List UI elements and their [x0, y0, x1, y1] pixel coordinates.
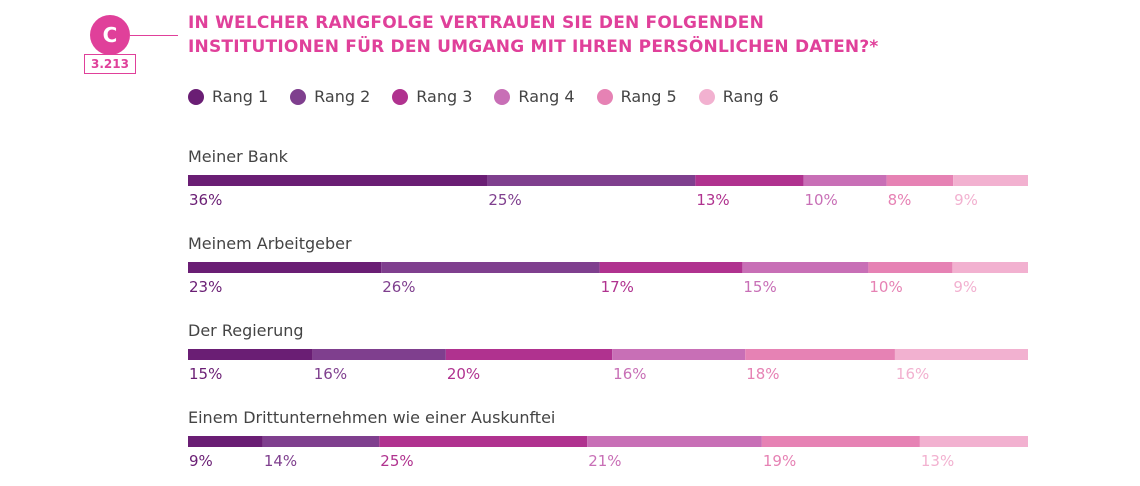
category-label: Meinem Arbeitgeber	[188, 234, 352, 253]
bar-segment	[379, 436, 588, 447]
data-label: 36%	[189, 191, 222, 209]
bar-segment	[612, 349, 746, 360]
data-label: 13%	[921, 452, 954, 470]
legend-label: Rang 6	[722, 87, 779, 106]
bar-segment	[745, 349, 895, 360]
data-label: 9%	[953, 278, 977, 296]
bar-segment	[742, 262, 869, 273]
data-label: 15%	[743, 278, 776, 296]
data-label: 25%	[380, 452, 413, 470]
data-label: 19%	[763, 452, 796, 470]
legend-swatch	[188, 88, 204, 105]
data-label: 21%	[588, 452, 621, 470]
legend-swatch	[698, 88, 715, 105]
data-label: 10%	[804, 191, 837, 209]
legend-swatch	[596, 88, 613, 105]
chart-title-line-1: IN WELCHER RANGFOLGE VERTRAUEN SIE DEN F…	[188, 13, 764, 33]
legend-label: Rang 1	[212, 87, 269, 106]
category-label: Meiner Bank	[188, 147, 289, 166]
data-label: 16%	[896, 365, 929, 383]
bar-segment	[919, 436, 1028, 447]
badge-number: 3.213	[84, 54, 136, 74]
bar-segment	[262, 436, 380, 447]
category-label: Der Regierung	[188, 321, 304, 340]
data-label: 14%	[264, 452, 297, 470]
legend-label: Rang 5	[620, 87, 677, 106]
legend-item-rang-1: Rang 1	[188, 87, 268, 106]
bar-segment	[587, 436, 762, 447]
data-label: 23%	[189, 278, 222, 296]
bar-segment	[695, 175, 804, 186]
data-label: 9%	[954, 191, 978, 209]
legend-item-rang-4: Rang 4	[494, 87, 575, 106]
legend: Rang 1 Rang 2 Rang 3 Rang 4 Rang 5 Rang …	[188, 87, 779, 106]
bar-segment	[599, 262, 743, 273]
legend-item-rang-2: Rang 2	[290, 87, 370, 106]
bar-segment	[761, 436, 920, 447]
bar-segment	[894, 349, 1028, 360]
bar-segment	[188, 262, 382, 273]
badge-letter: C	[90, 15, 130, 55]
data-label: 17%	[601, 278, 634, 296]
data-label: 20%	[447, 365, 480, 383]
data-label: 15%	[189, 365, 222, 383]
bar-segment	[445, 349, 613, 360]
legend-label: Rang 2	[314, 87, 371, 106]
legend-swatch	[494, 88, 511, 105]
legend-item-rang-5: Rang 5	[596, 87, 677, 106]
legend-label: Rang 3	[416, 87, 473, 106]
data-label: 13%	[696, 191, 729, 209]
legend-item-rang-3: Rang 3	[392, 87, 472, 106]
data-label: 25%	[488, 191, 521, 209]
legend-item-rang-6: Rang 6	[698, 87, 779, 106]
category-label: Einem Drittunternehmen wie einer Auskunf…	[188, 408, 555, 427]
bar-segment	[803, 175, 887, 186]
legend-swatch	[392, 88, 409, 105]
bar-segment	[381, 262, 600, 273]
chart-title-line-2: INSTITUTIONEN FÜR DEN UMGANG MIT IHREN P…	[188, 37, 879, 57]
data-label: 16%	[613, 365, 646, 383]
bar-segment	[952, 262, 1028, 273]
legend-label: Rang 4	[518, 87, 575, 106]
data-label: 16%	[314, 365, 347, 383]
data-label: 9%	[189, 452, 213, 470]
bar-segment	[188, 175, 488, 186]
bar-segment	[487, 175, 696, 186]
data-label: 18%	[746, 365, 779, 383]
data-label: 26%	[382, 278, 415, 296]
badge-connector-line	[130, 35, 178, 36]
chart-title: IN WELCHER RANGFOLGE VERTRAUEN SIE DEN F…	[188, 11, 948, 59]
data-label: 10%	[869, 278, 902, 296]
bar-segment	[188, 436, 263, 447]
bar-segment	[886, 175, 954, 186]
bar-segment	[868, 262, 953, 273]
bar-segment	[312, 349, 446, 360]
bar-segment	[188, 349, 313, 360]
legend-swatch	[290, 88, 307, 105]
data-label: 8%	[888, 191, 912, 209]
bar-segment	[953, 175, 1028, 186]
